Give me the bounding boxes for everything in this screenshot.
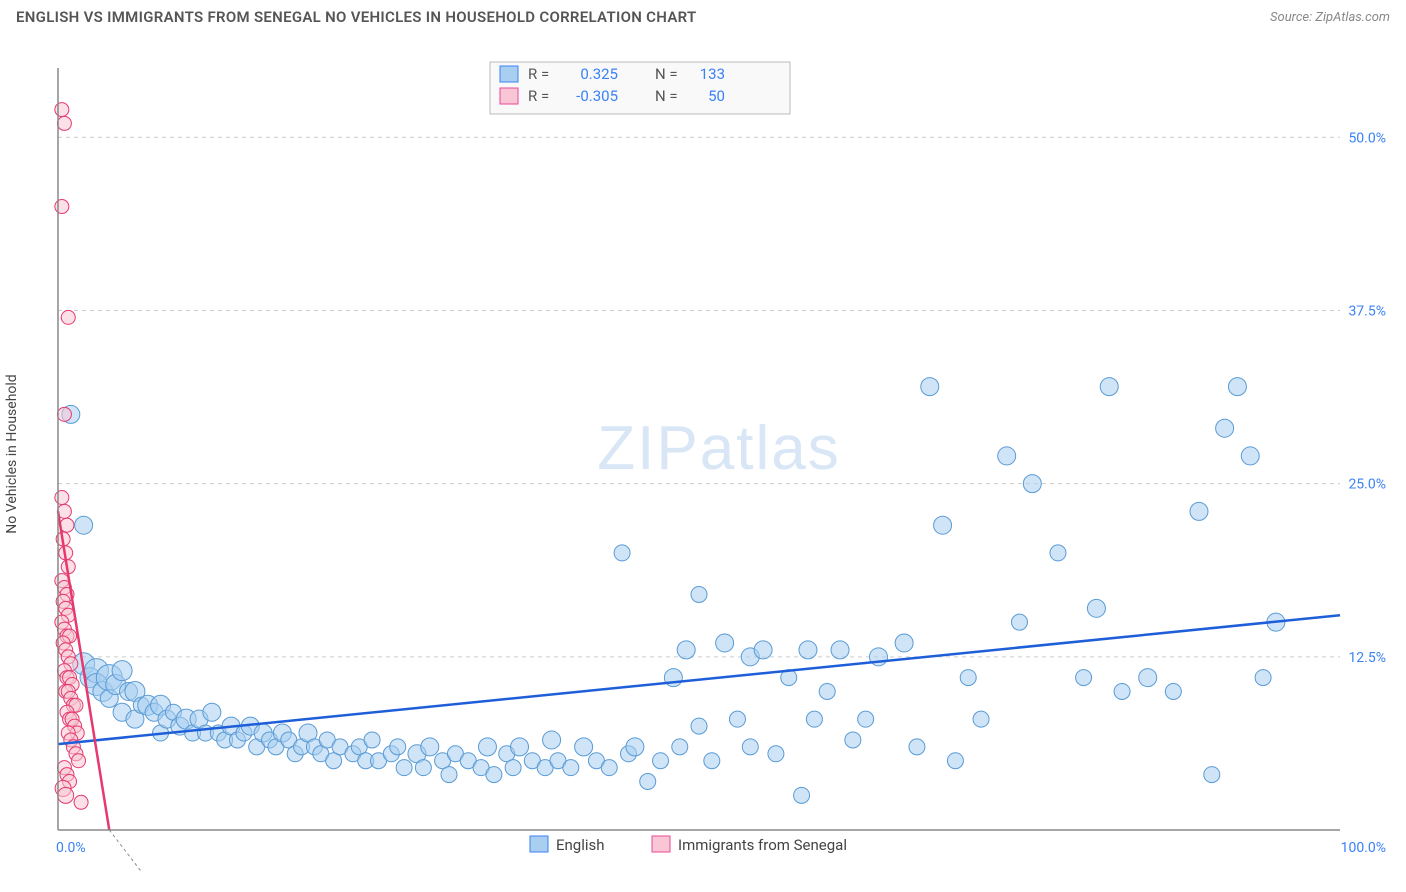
data-point <box>55 200 69 214</box>
data-point <box>704 753 720 769</box>
data-point <box>57 116 71 130</box>
data-point <box>960 670 976 686</box>
data-point <box>921 378 939 396</box>
legend-n-value: 50 <box>708 87 725 105</box>
data-point <box>58 787 74 803</box>
y-tick-label: 25.0% <box>1348 477 1386 493</box>
data-point <box>75 516 93 534</box>
data-point <box>1076 670 1092 686</box>
data-point <box>973 711 989 727</box>
data-point <box>1114 683 1130 699</box>
data-point <box>396 760 412 776</box>
data-point <box>742 739 758 755</box>
data-point <box>1204 767 1220 783</box>
data-point <box>543 731 561 749</box>
data-point <box>909 739 925 755</box>
data-point <box>112 661 132 681</box>
source-label: Source: ZipAtlas.com <box>1270 10 1390 25</box>
data-point <box>601 760 617 776</box>
x-tick-label: 0.0% <box>56 840 86 856</box>
data-point <box>563 760 579 776</box>
data-point <box>1190 502 1208 520</box>
data-point <box>55 490 69 504</box>
data-point <box>421 738 439 756</box>
data-point <box>1241 447 1259 465</box>
data-point <box>203 703 221 721</box>
legend-r-label: R = <box>528 87 549 105</box>
data-point <box>672 739 688 755</box>
data-point <box>486 767 502 783</box>
legend-swatch <box>500 88 518 104</box>
legend-r-value: 0.325 <box>580 65 618 83</box>
data-point <box>441 767 457 783</box>
legend-swatch <box>652 836 670 852</box>
data-point <box>57 407 71 421</box>
data-point <box>653 753 669 769</box>
data-point <box>640 774 656 790</box>
data-point <box>626 738 644 756</box>
chart-title: ENGLISH VS IMMIGRANTS FROM SENEGAL NO VE… <box>16 8 697 26</box>
title-bar: ENGLISH VS IMMIGRANTS FROM SENEGAL NO VE… <box>0 0 1406 30</box>
y-tick-label: 37.5% <box>1348 303 1386 319</box>
data-point <box>1050 545 1066 561</box>
legend-label: Immigrants from Senegal <box>678 836 847 854</box>
data-point <box>1023 475 1041 493</box>
data-point <box>1012 614 1028 630</box>
chart-area: 12.5%25.0%37.5%50.0%ZIPatlas0.0%100.0%R … <box>50 60 1390 850</box>
data-point <box>1139 669 1157 687</box>
data-point <box>729 711 745 727</box>
data-point <box>831 641 849 659</box>
legend-swatch <box>500 66 518 82</box>
data-point <box>768 746 784 762</box>
data-point <box>895 634 913 652</box>
legend-n-value: 133 <box>700 65 725 83</box>
data-point <box>55 103 69 117</box>
data-point <box>1087 599 1105 617</box>
data-point <box>947 753 963 769</box>
data-point <box>614 545 630 561</box>
data-point <box>691 586 707 602</box>
data-point <box>934 516 952 534</box>
data-point <box>74 795 88 809</box>
data-point <box>1255 670 1271 686</box>
data-point <box>677 641 695 659</box>
data-point <box>478 738 496 756</box>
y-tick-label: 50.0% <box>1348 130 1386 146</box>
data-point <box>716 634 734 652</box>
data-point <box>1216 419 1234 437</box>
data-point <box>1228 378 1246 396</box>
data-point <box>1100 378 1118 396</box>
trend-line-dash <box>109 830 141 872</box>
data-point <box>794 787 810 803</box>
data-point <box>858 711 874 727</box>
scatter-chart: 12.5% 25.0% 37.5% 50.0% ZIPatlas 0.0% 100.0% R … <box>50 60 1390 890</box>
legend-n-label: N = <box>655 87 678 105</box>
data-point <box>575 738 593 756</box>
data-point <box>390 739 406 755</box>
data-point <box>845 732 861 748</box>
legend-r-label: R = <box>528 65 549 83</box>
data-point <box>1165 683 1181 699</box>
legend-swatch <box>530 836 548 852</box>
data-point <box>415 760 431 776</box>
watermark: ZIPatlas <box>597 414 840 483</box>
legend-label: English <box>556 836 605 854</box>
data-point <box>511 738 529 756</box>
data-point <box>691 718 707 734</box>
legend-n-label: N = <box>655 65 678 83</box>
data-point <box>505 760 521 776</box>
data-point <box>61 310 75 324</box>
data-point <box>72 754 86 768</box>
y-axis-label: No Vehicles in Household <box>4 374 20 533</box>
data-point <box>998 447 1016 465</box>
data-point <box>754 641 772 659</box>
legend-r-value: -0.305 <box>576 87 618 105</box>
data-point <box>799 641 817 659</box>
data-point <box>819 683 835 699</box>
x-tick-label: 100.0% <box>1341 840 1386 856</box>
data-point <box>364 732 380 748</box>
y-tick-label: 12.5% <box>1348 650 1386 666</box>
data-point <box>806 711 822 727</box>
